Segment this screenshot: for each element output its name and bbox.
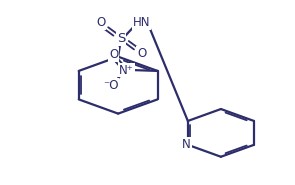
Text: HN: HN (133, 16, 150, 29)
Text: S: S (117, 32, 125, 45)
Text: O: O (109, 48, 118, 61)
Text: ⁻O: ⁻O (103, 79, 118, 92)
Text: O: O (137, 47, 146, 60)
Text: O: O (96, 16, 105, 29)
Text: N: N (182, 138, 191, 151)
Text: N⁺: N⁺ (119, 63, 134, 77)
